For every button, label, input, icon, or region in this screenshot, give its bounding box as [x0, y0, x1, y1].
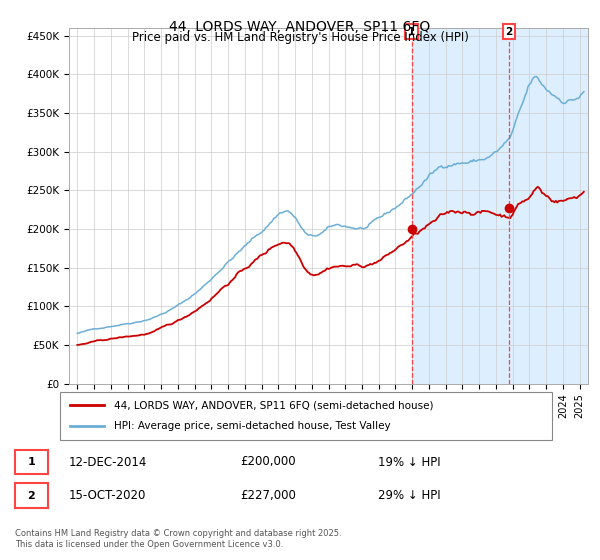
Text: 2: 2 [28, 491, 35, 501]
Text: 44, LORDS WAY, ANDOVER, SP11 6FQ (semi-detached house): 44, LORDS WAY, ANDOVER, SP11 6FQ (semi-d… [114, 400, 434, 410]
Text: 15-OCT-2020: 15-OCT-2020 [69, 489, 146, 502]
Text: HPI: Average price, semi-detached house, Test Valley: HPI: Average price, semi-detached house,… [114, 421, 391, 431]
Bar [509, 28, 588, 384]
Text: 44, LORDS WAY, ANDOVER, SP11 6FQ: 44, LORDS WAY, ANDOVER, SP11 6FQ [169, 20, 431, 34]
Text: £227,000: £227,000 [240, 489, 296, 502]
Text: 1: 1 [408, 27, 415, 37]
Bar [412, 28, 509, 384]
Text: 12-DEC-2014: 12-DEC-2014 [69, 455, 148, 469]
Text: 19% ↓ HPI: 19% ↓ HPI [378, 455, 440, 469]
Text: £200,000: £200,000 [240, 455, 296, 469]
Text: 29% ↓ HPI: 29% ↓ HPI [378, 489, 440, 502]
Text: 2: 2 [506, 27, 513, 37]
Text: Price paid vs. HM Land Registry's House Price Index (HPI): Price paid vs. HM Land Registry's House … [131, 31, 469, 44]
Text: 1: 1 [28, 457, 35, 467]
FancyBboxPatch shape [60, 392, 552, 440]
Text: Contains HM Land Registry data © Crown copyright and database right 2025.
This d: Contains HM Land Registry data © Crown c… [15, 529, 341, 549]
